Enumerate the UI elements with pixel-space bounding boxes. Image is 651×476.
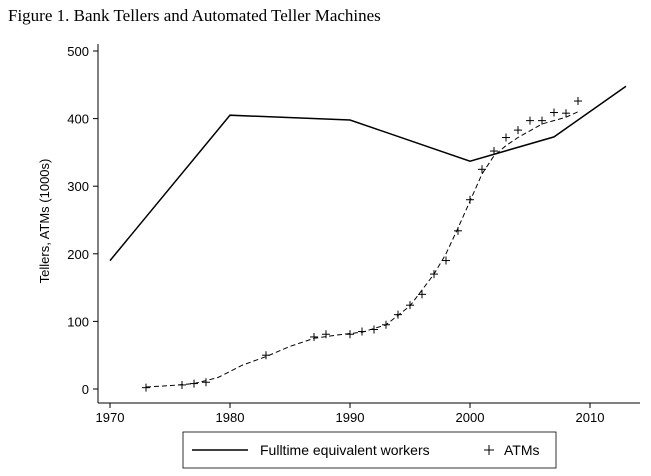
atm-data-point [562,109,570,118]
atm-data-point [382,320,390,329]
atm-data-point [478,165,486,174]
x-tick-label: 1970 [96,410,125,425]
atm-data-point [178,380,186,389]
figure-title: Figure 1. Bank Tellers and Automated Tel… [8,6,381,25]
x-tick-label: 2010 [576,410,605,425]
y-tick-label: 200 [67,247,89,262]
atm-data-point [262,351,270,360]
y-axis-title: Tellers, ATMs (1000s) [37,159,52,284]
atm-data-point [550,108,558,117]
atm-data-point [310,332,318,341]
atm-data-point [142,383,150,392]
atm-data-point [202,378,210,387]
atm-data-point [526,116,534,125]
y-tick-label: 100 [67,314,89,329]
y-tick-label: 0 [82,382,89,397]
atm-data-point [370,325,378,334]
atm-data-point [490,147,498,156]
series-line-workers [109,85,627,262]
x-tick-label: 2000 [456,410,485,425]
legend: Fulltime equivalent workers ATMs [182,431,557,469]
atm-data-point [322,330,330,339]
atm-data-point [358,327,366,336]
atm-trend-line [145,111,579,388]
atm-data-point [514,126,522,135]
atm-data-point [190,379,198,388]
legend-entry-workers: Fulltime equivalent workers [260,442,430,458]
atm-data-point [394,310,402,319]
y-tick-label: 500 [67,44,89,59]
atm-data-point [442,256,450,265]
atm-data-point [418,290,426,299]
atm-data-point [406,301,414,310]
x-tick-label: 1980 [216,410,245,425]
atm-data-point [502,133,510,142]
y-tick-label: 400 [67,112,89,127]
atm-data-point [466,195,474,204]
legend-entry-atms: ATMs [504,442,540,458]
x-tick-label: 1990 [336,410,365,425]
atm-data-point [346,330,354,339]
atm-data-point [538,116,546,125]
atm-data-point [430,270,438,279]
y-tick-label: 300 [67,179,89,194]
legend-plus-marker [484,445,494,455]
atm-data-point [454,226,462,235]
atm-data-point [574,97,582,106]
